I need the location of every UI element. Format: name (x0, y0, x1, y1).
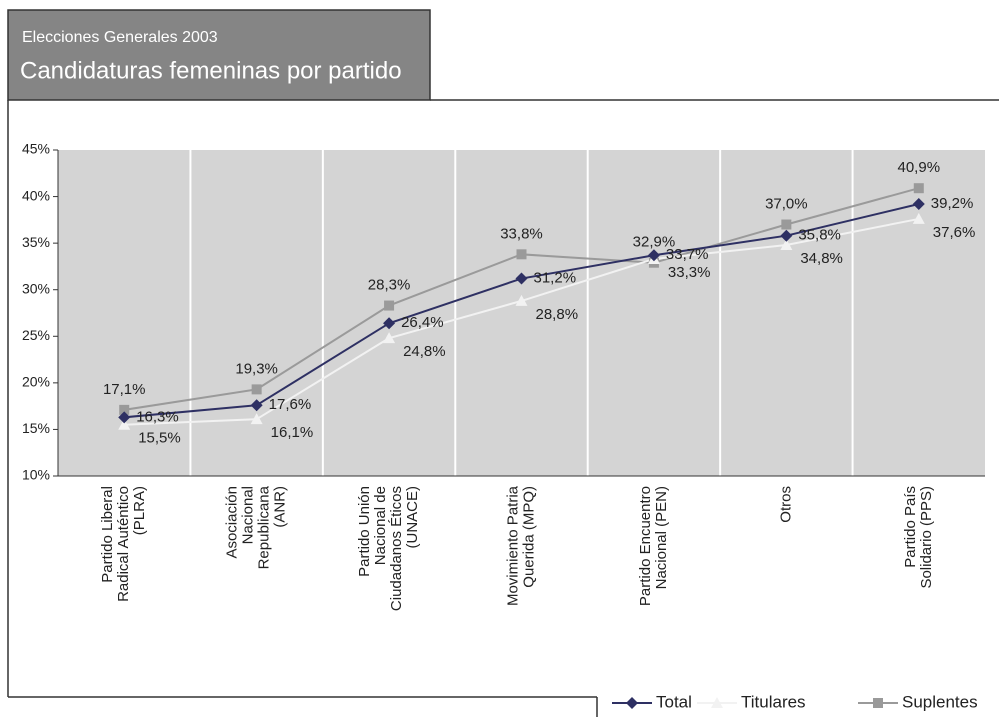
point (912, 212, 925, 224)
data-label: 28,3% (368, 277, 411, 294)
x-tick-label: Partido Encuentro (637, 486, 654, 606)
point (873, 698, 883, 708)
data-label: 35,8% (798, 227, 841, 244)
x-tick-label: Nacional de (372, 486, 389, 565)
data-label: 37,0% (765, 195, 808, 212)
data-label: 31,2% (534, 270, 577, 287)
point (383, 317, 396, 330)
point (383, 332, 396, 344)
y-tick-label: 30% (22, 280, 50, 296)
point (711, 697, 723, 708)
y-tick-label: 25% (22, 327, 50, 343)
point (626, 697, 638, 709)
data-label: 19,3% (235, 360, 278, 377)
x-tick-label: Republicana (256, 485, 273, 569)
x-tick-label: Partido Unión (356, 486, 373, 577)
point (119, 404, 130, 415)
y-tick-label: 35% (22, 234, 50, 250)
point (515, 272, 528, 285)
data-label: 26,4% (401, 314, 444, 331)
x-tick-label: (PLRA) (131, 486, 148, 535)
x-tick-label: Querida (MPQ) (520, 486, 537, 588)
y-tick-label: 15% (22, 420, 50, 436)
legend-label: Titulares (741, 692, 806, 711)
data-label: 16,3% (136, 408, 179, 425)
data-label: 17,6% (269, 396, 312, 413)
point (251, 384, 262, 395)
point (780, 229, 793, 242)
point (118, 411, 131, 424)
y-tick-label: 40% (22, 187, 50, 203)
y-tick-label: 45% (22, 141, 50, 157)
x-tick-label: Movimiento Patria (504, 485, 521, 606)
data-label: 37,6% (933, 224, 976, 241)
x-tick-label: (ANR) (272, 486, 289, 528)
x-tick-label: Partido Liberal (99, 486, 116, 583)
y-tick-label: 10% (22, 467, 50, 483)
data-label: 17,1% (103, 381, 146, 398)
data-label: 33,8% (500, 225, 543, 242)
data-label: 24,8% (403, 343, 446, 360)
x-tick-label: Asociación (224, 486, 241, 559)
data-label: 16,1% (271, 424, 314, 441)
legend-label: Total (656, 692, 692, 711)
data-label: 39,2% (931, 195, 974, 212)
data-label: 28,8% (536, 306, 579, 323)
point (781, 219, 792, 230)
point (250, 399, 263, 412)
point (780, 239, 793, 251)
point (516, 249, 527, 260)
point (515, 294, 528, 306)
point (912, 198, 925, 211)
point (384, 300, 395, 311)
point (913, 183, 924, 194)
plot-area (58, 150, 985, 476)
x-tick-label: Nacional (PEN) (653, 486, 670, 589)
x-tick-label: Nacional (240, 486, 257, 544)
point (250, 413, 263, 425)
data-label: 15,5% (138, 430, 181, 447)
point (647, 249, 660, 262)
header-box (7, 9, 431, 101)
y-tick-label: 20% (22, 374, 50, 390)
x-tick-label: Solidario (PPS) (918, 486, 935, 589)
x-tick-label: Partido País (902, 486, 919, 568)
x-tick-label: (UNACE) (404, 486, 421, 549)
data-label: 32,9% (633, 234, 676, 251)
data-label: 34,8% (800, 250, 843, 267)
supertitle: Elecciones Generales 2003 (22, 29, 218, 46)
chart-title: Candidaturas femeninas por partido (20, 57, 402, 84)
x-tick-label: Ciudadanos Éticos (388, 486, 405, 611)
data-label: 40,9% (898, 159, 941, 176)
legend-label: Suplentes (902, 692, 978, 711)
x-tick-label: Otros (777, 486, 794, 523)
point (118, 418, 131, 430)
x-tick-label: Radical Auténtico (115, 486, 132, 602)
data-label: 33,3% (668, 264, 711, 281)
data-label: 33,7% (666, 246, 709, 263)
